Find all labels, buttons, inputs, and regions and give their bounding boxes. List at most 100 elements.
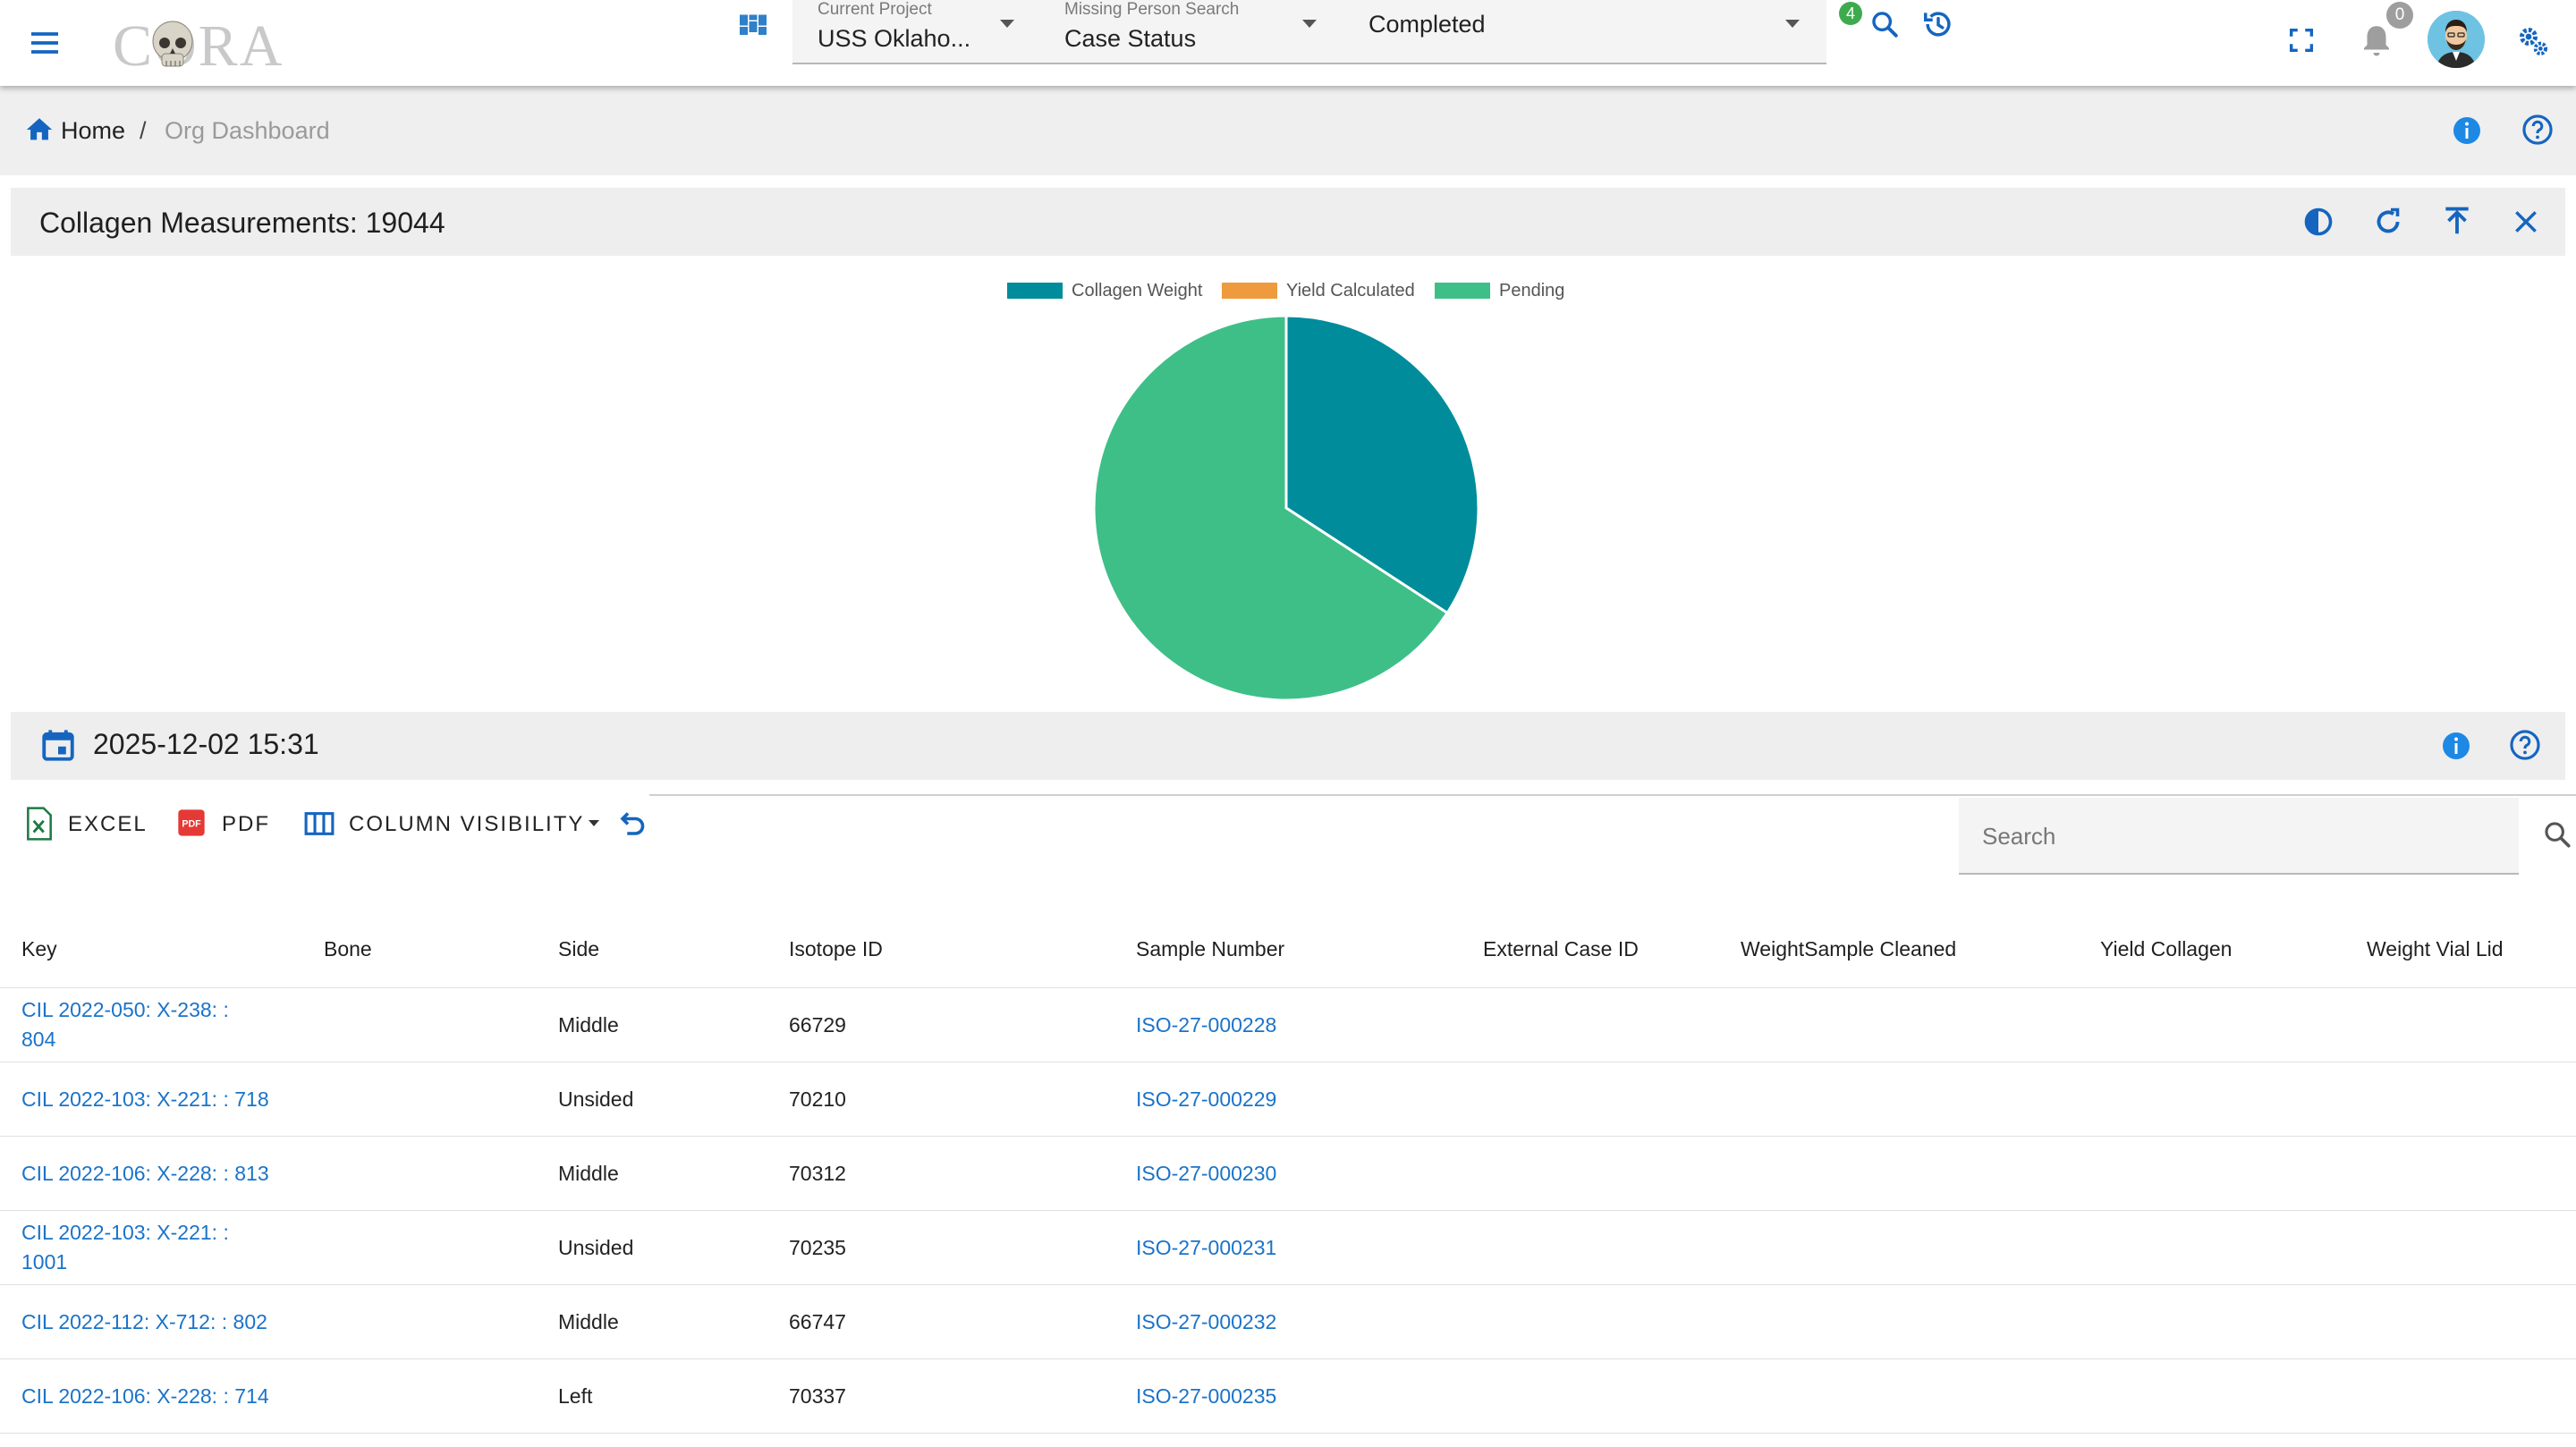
info-icon[interactable] bbox=[2440, 730, 2472, 762]
column-header-isotope-id[interactable]: Isotope ID bbox=[767, 910, 1114, 988]
weight-sample-cleaned-cell bbox=[1719, 987, 2079, 1062]
yield-collagen-cell bbox=[2079, 1062, 2345, 1137]
isotope-id-cell: 70235 bbox=[767, 1210, 1114, 1285]
bone-cell bbox=[302, 1062, 537, 1137]
table-row: CIL 2022-103: X-221: : 718 Unsided 70210… bbox=[0, 1062, 2576, 1137]
table-search-field[interactable] bbox=[1959, 798, 2519, 875]
app-logo[interactable]: CORA bbox=[113, 7, 292, 79]
yield-collagen-cell bbox=[2079, 1358, 2345, 1434]
legend-item-pending[interactable]: Pending bbox=[1435, 279, 1587, 302]
pie-slice-pending[interactable] bbox=[1092, 314, 1450, 702]
key-link[interactable]: CIL 2022-103: X-221: : 718 bbox=[21, 1087, 269, 1111]
side-cell: Unsided bbox=[537, 1062, 767, 1137]
fullscreen-icon[interactable] bbox=[2286, 25, 2317, 55]
search-type-select[interactable]: Missing Person Search Case Status bbox=[1039, 0, 1335, 64]
column-header-key[interactable]: Key bbox=[0, 910, 302, 988]
user-avatar[interactable] bbox=[2428, 11, 2485, 68]
report-datetime: 2025-12-02 15:31 bbox=[93, 728, 319, 760]
legend-item-collagen-weight[interactable]: Collagen Weight bbox=[1007, 279, 1213, 302]
pie-chart bbox=[1092, 314, 1480, 702]
collapse-up-icon[interactable] bbox=[2440, 204, 2474, 238]
table-header-row: Key Bone Side Isotope ID Sample Number E… bbox=[0, 910, 2576, 988]
key-link[interactable]: CIL 2022-112: X-712: : 802 bbox=[21, 1309, 267, 1333]
sample-number-link[interactable]: ISO-27-000229 bbox=[1136, 1087, 1277, 1111]
isotope-id-cell: 66747 bbox=[767, 1284, 1114, 1359]
dashboard-grid-icon[interactable] bbox=[737, 11, 769, 43]
close-icon[interactable] bbox=[2512, 207, 2540, 236]
calendar-icon[interactable] bbox=[39, 726, 77, 764]
key-link[interactable]: CIL 2022-106: X-228: : 714 bbox=[21, 1384, 269, 1408]
bone-cell bbox=[302, 1210, 537, 1285]
column-header-external-case-id[interactable]: External Case ID bbox=[1462, 910, 1719, 988]
table-search-input[interactable] bbox=[1980, 817, 2485, 855]
weight-sample-cleaned-cell bbox=[1719, 1136, 2079, 1211]
refresh-icon[interactable] bbox=[2372, 206, 2404, 238]
section-divider bbox=[649, 794, 2576, 796]
current-project-select[interactable]: Current Project USS Oklaho... bbox=[792, 0, 1046, 64]
chevron-down-icon bbox=[1000, 20, 1014, 28]
sample-number-link[interactable]: ISO-27-000232 bbox=[1136, 1309, 1277, 1333]
column-visibility-button[interactable]: COLUMN VISIBILITY bbox=[304, 805, 608, 844]
external-case-id-cell bbox=[1462, 987, 1719, 1062]
export-excel-label: EXCEL bbox=[68, 812, 148, 836]
external-case-id-cell bbox=[1462, 1210, 1719, 1285]
yield-collagen-cell bbox=[2079, 1284, 2345, 1359]
yield-collagen-cell bbox=[2079, 1136, 2345, 1211]
column-header-weight-vial-lid[interactable]: Weight Vial Lid bbox=[2345, 910, 2576, 988]
notifications-bell-icon[interactable] bbox=[2358, 21, 2395, 59]
sample-number-link[interactable]: ISO-27-000231 bbox=[1136, 1235, 1277, 1259]
key-link[interactable]: CIL 2022-050: X-238: : 804 bbox=[21, 998, 229, 1051]
sample-number-link[interactable]: ISO-27-000230 bbox=[1136, 1161, 1277, 1185]
external-case-id-cell bbox=[1462, 1284, 1719, 1359]
table-row: CIL 2022-112: X-712: : 802 Middle 66747 … bbox=[0, 1284, 2576, 1359]
status-filter-select[interactable]: Completed bbox=[1333, 0, 1826, 64]
column-header-side[interactable]: Side bbox=[537, 910, 767, 988]
chevron-down-icon bbox=[1302, 20, 1317, 28]
bone-cell bbox=[302, 1136, 537, 1211]
undo-reset-icon[interactable] bbox=[617, 807, 649, 839]
status-filter-value: Completed bbox=[1368, 11, 1486, 38]
weight-vial-lid-cell bbox=[2345, 987, 2576, 1062]
legend-swatch bbox=[1222, 283, 1277, 299]
search-icon[interactable] bbox=[2542, 819, 2572, 850]
logo-text: CORA bbox=[113, 13, 284, 79]
yield-collagen-cell bbox=[2079, 1210, 2345, 1285]
isotope-id-cell: 70312 bbox=[767, 1136, 1114, 1211]
history-icon[interactable] bbox=[1921, 7, 1955, 41]
help-icon[interactable] bbox=[2521, 113, 2555, 147]
key-link[interactable]: CIL 2022-106: X-228: : 813 bbox=[21, 1161, 269, 1185]
export-excel-button[interactable]: EXCEL bbox=[21, 805, 147, 844]
help-icon[interactable] bbox=[2508, 728, 2542, 762]
home-icon[interactable] bbox=[23, 114, 55, 145]
current-project-value: USS Oklaho... bbox=[818, 25, 971, 52]
sample-number-link[interactable]: ISO-27-000235 bbox=[1136, 1384, 1277, 1408]
weight-sample-cleaned-cell bbox=[1719, 1358, 2079, 1434]
breadcrumb-home-link[interactable]: Home bbox=[61, 117, 126, 144]
settings-gears-icon[interactable] bbox=[2515, 23, 2551, 59]
column-header-weight-sample-cleaned[interactable]: WeightSample Cleaned bbox=[1719, 910, 2079, 988]
column-header-bone[interactable]: Bone bbox=[302, 910, 537, 988]
column-header-yield-collagen[interactable]: Yield Collagen bbox=[2079, 910, 2345, 988]
panel-title: Collagen Measurements: 19044 bbox=[39, 207, 445, 239]
side-cell: Middle bbox=[537, 987, 767, 1062]
export-pdf-button[interactable]: PDF PDF bbox=[177, 805, 275, 844]
panel-header bbox=[11, 188, 2565, 256]
contrast-icon[interactable] bbox=[2302, 206, 2334, 238]
legend-item-yield-calculated[interactable]: Yield Calculated bbox=[1222, 279, 1428, 302]
sample-number-link[interactable]: ISO-27-000228 bbox=[1136, 1012, 1277, 1037]
table-row: CIL 2022-106: X-228: : 813 Middle 70312 … bbox=[0, 1136, 2576, 1211]
column-header-sample-number[interactable]: Sample Number bbox=[1114, 910, 1462, 988]
key-link[interactable]: CIL 2022-103: X-221: : 1001 bbox=[21, 1221, 229, 1274]
isotope-id-cell: 70337 bbox=[767, 1358, 1114, 1434]
legend-label: Yield Calculated bbox=[1286, 281, 1415, 300]
info-icon[interactable] bbox=[2451, 114, 2483, 147]
search-icon[interactable] bbox=[1869, 9, 1900, 39]
side-cell: Middle bbox=[537, 1136, 767, 1211]
weight-vial-lid-cell bbox=[2345, 1062, 2576, 1137]
menu-icon[interactable] bbox=[27, 25, 63, 61]
collagen-table: Key Bone Side Isotope ID Sample Number E… bbox=[0, 910, 2576, 1434]
current-project-label: Current Project bbox=[818, 0, 932, 19]
legend-label: Collagen Weight bbox=[1072, 281, 1203, 300]
external-case-id-cell bbox=[1462, 1358, 1719, 1434]
excel-file-icon bbox=[27, 807, 52, 841]
